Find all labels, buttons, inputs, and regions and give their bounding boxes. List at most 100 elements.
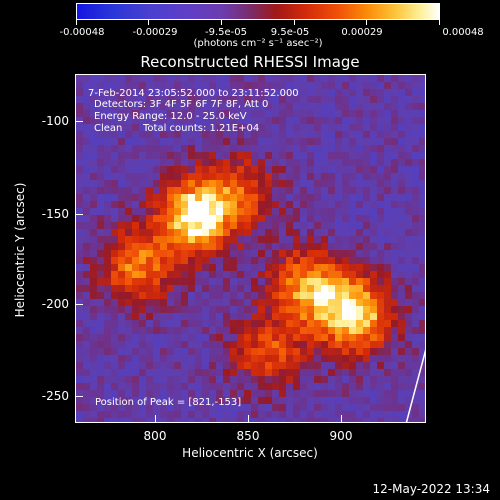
heatmap-cell — [111, 201, 118, 208]
heatmap-cell — [419, 306, 425, 313]
heatmap-cell — [195, 313, 202, 320]
heatmap-cell — [209, 243, 216, 250]
heatmap-cell — [321, 215, 328, 222]
heatmap-cell — [90, 138, 97, 145]
heatmap-cell — [188, 243, 195, 250]
heatmap-cell — [209, 103, 216, 110]
heatmap-cell — [146, 215, 153, 222]
heatmap-cell — [300, 334, 307, 341]
heatmap-cell — [160, 96, 167, 103]
heatmap-cell — [195, 264, 202, 271]
heatmap-cell — [230, 166, 237, 173]
heatmap-cell — [265, 110, 272, 117]
heatmap-cell — [76, 138, 83, 145]
heatmap-cell — [265, 222, 272, 229]
heatmap-cell — [111, 341, 118, 348]
heatmap-cell — [132, 264, 139, 271]
heatmap-cell — [412, 187, 419, 194]
heatmap-cell — [83, 418, 90, 422]
heatmap-cell — [356, 215, 363, 222]
heatmap-cell — [265, 89, 272, 96]
heatmap-cell — [174, 124, 181, 131]
heatmap-cell — [328, 313, 335, 320]
heatmap-cell — [174, 285, 181, 292]
heatmap-cell — [181, 313, 188, 320]
heatmap-cell — [342, 397, 349, 404]
heatmap-cell — [146, 222, 153, 229]
heatmap-cell — [167, 96, 174, 103]
heatmap-cell — [314, 236, 321, 243]
heatmap-cell — [300, 278, 307, 285]
heatmap-cell — [356, 376, 363, 383]
heatmap-cell — [349, 341, 356, 348]
heatmap-cell — [391, 180, 398, 187]
heatmap-cell — [174, 229, 181, 236]
heatmap-cell — [293, 390, 300, 397]
heatmap-cell — [223, 320, 230, 327]
heatmap-cell — [209, 180, 216, 187]
heatmap-cell — [356, 180, 363, 187]
heatmap-cell — [76, 327, 83, 334]
heatmap-cell — [251, 320, 258, 327]
heatmap-cell — [216, 369, 223, 376]
heatmap-cell — [202, 222, 209, 229]
heatmap-cell — [356, 299, 363, 306]
heatmap-cell — [398, 341, 405, 348]
heatmap-cell — [335, 285, 342, 292]
heatmap-cell — [244, 397, 251, 404]
heatmap-cell — [321, 96, 328, 103]
heatmap-cell — [209, 306, 216, 313]
heatmap-cell — [363, 187, 370, 194]
heatmap-cell — [384, 159, 391, 166]
heatmap-cell — [279, 264, 286, 271]
heatmap-cell — [139, 327, 146, 334]
heatmap-cell — [174, 89, 181, 96]
heatmap-cell — [104, 82, 111, 89]
heatmap-cell — [195, 299, 202, 306]
heatmap-cell — [111, 166, 118, 173]
heatmap-cell — [209, 257, 216, 264]
heatmap-cell — [104, 418, 111, 422]
heatmap-cell — [174, 264, 181, 271]
heatmap-cell — [216, 306, 223, 313]
heatmap-cell — [195, 89, 202, 96]
heatmap-cell — [356, 348, 363, 355]
heatmap-cell — [391, 103, 398, 110]
heatmap-cell — [181, 222, 188, 229]
heatmap-cell — [125, 194, 132, 201]
heatmap-cell — [335, 292, 342, 299]
heatmap-cell — [419, 166, 425, 173]
heatmap-cell — [272, 313, 279, 320]
heatmap-cell — [335, 369, 342, 376]
heatmap-cell — [104, 257, 111, 264]
heatmap-cell — [398, 75, 405, 82]
heatmap-cell — [258, 285, 265, 292]
heatmap-cell — [181, 383, 188, 390]
heatmap-cell — [118, 285, 125, 292]
heatmap-cell — [230, 208, 237, 215]
heatmap-cell — [363, 341, 370, 348]
heatmap-cell — [391, 264, 398, 271]
heatmap-cell — [188, 180, 195, 187]
heatmap-cell — [230, 404, 237, 411]
heatmap-cell — [314, 145, 321, 152]
heatmap-cell — [223, 313, 230, 320]
heatmap-cell — [251, 257, 258, 264]
heatmap-cell — [265, 313, 272, 320]
heatmap-cell — [76, 194, 83, 201]
heatmap-cell — [202, 313, 209, 320]
heatmap-cell — [335, 264, 342, 271]
heatmap-cell — [132, 159, 139, 166]
heatmap-cell — [279, 110, 286, 117]
heatmap-cell — [265, 124, 272, 131]
heatmap-cell — [111, 257, 118, 264]
heatmap-cell — [244, 124, 251, 131]
heatmap-cell — [76, 215, 83, 222]
heatmap-cell — [230, 159, 237, 166]
heatmap-cell — [97, 96, 104, 103]
heatmap-cell — [111, 96, 118, 103]
heatmap-cell — [111, 355, 118, 362]
heatmap-cell — [398, 243, 405, 250]
heatmap-cell — [328, 236, 335, 243]
heatmap-cell — [384, 131, 391, 138]
